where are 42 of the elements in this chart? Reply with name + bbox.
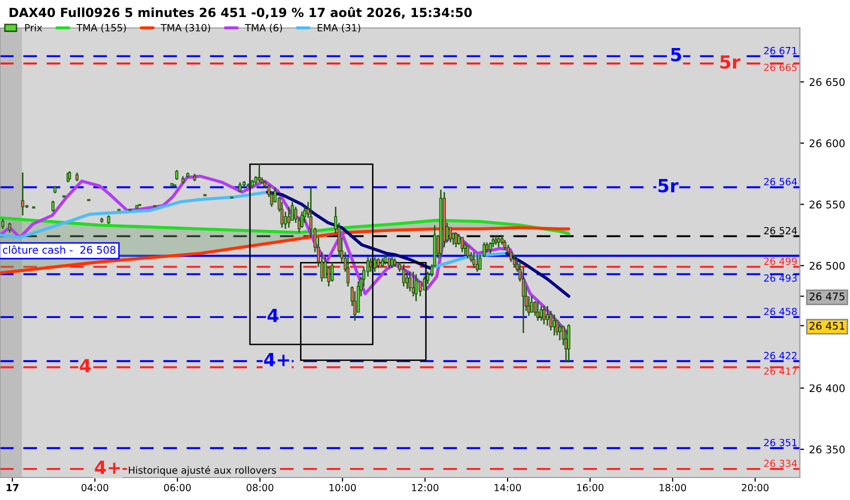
x-tick-label: 12:00 xyxy=(412,484,438,492)
y-tick-label: 26 600 xyxy=(810,139,845,148)
annotation: 5r xyxy=(658,179,678,192)
annotation: 4 xyxy=(80,359,91,372)
ref-line-label: 26 493 xyxy=(764,274,797,282)
y-tick-label: 26 650 xyxy=(810,78,845,86)
chart-title: DAX40 Full0926 5 minutes 26 451 -0,19 % 17 août 2026, 15:34:50 xyxy=(10,7,472,19)
legend-label: TMA (310) xyxy=(160,24,210,33)
y-tick-label: 26 400 xyxy=(810,384,845,392)
x-tick-label: 18:00 xyxy=(660,484,686,492)
legend-label: Prix xyxy=(25,24,42,32)
ref-line-label: 26 334 xyxy=(764,460,797,468)
x-tick-label: 10:00 xyxy=(330,484,356,492)
annotation: 5 xyxy=(671,48,682,62)
ref-line-label: 26 524 xyxy=(764,226,797,234)
ref-line-label: 26 499 xyxy=(764,258,797,265)
annotation: 4 xyxy=(268,308,278,322)
annotation: 4+ xyxy=(94,460,120,474)
y-tick-label: 26 350 xyxy=(810,446,845,454)
ref-line-label: 26 564 xyxy=(764,178,797,186)
x-tick-label: 14:00 xyxy=(494,484,521,492)
y-tick-label: 26 550 xyxy=(810,200,845,208)
annotation: 4+ xyxy=(264,352,290,366)
ref-line-label: 26 458 xyxy=(764,308,797,316)
annotation: Historique ajusté aux rollovers xyxy=(128,466,276,476)
ref-line-label: 26 422 xyxy=(764,352,796,360)
y-tick-label: 26 451 xyxy=(810,322,844,330)
ref-line-label: 26 351 xyxy=(764,438,797,446)
annotation: 5r xyxy=(720,55,740,69)
y-tick-label: 26 500 xyxy=(810,262,845,270)
x-tick-label: 06:00 xyxy=(164,484,191,492)
y-tick-label: 26 475 xyxy=(810,292,844,300)
x-tick-label: 17 xyxy=(6,484,18,492)
legend-label: TMA (6) xyxy=(244,24,282,33)
x-tick-label: 04:00 xyxy=(82,484,108,492)
legend-label: TMA (155) xyxy=(76,24,126,33)
x-tick-label: 08:00 xyxy=(246,484,274,492)
x-tick-label: 20:00 xyxy=(742,484,769,492)
ref-line-label: 26 671 xyxy=(764,46,797,54)
ref-line-label: clôture cash - 26 508 xyxy=(2,245,116,254)
x-tick-label: 16:00 xyxy=(577,484,604,492)
legend-label: EMA (31) xyxy=(318,24,360,33)
